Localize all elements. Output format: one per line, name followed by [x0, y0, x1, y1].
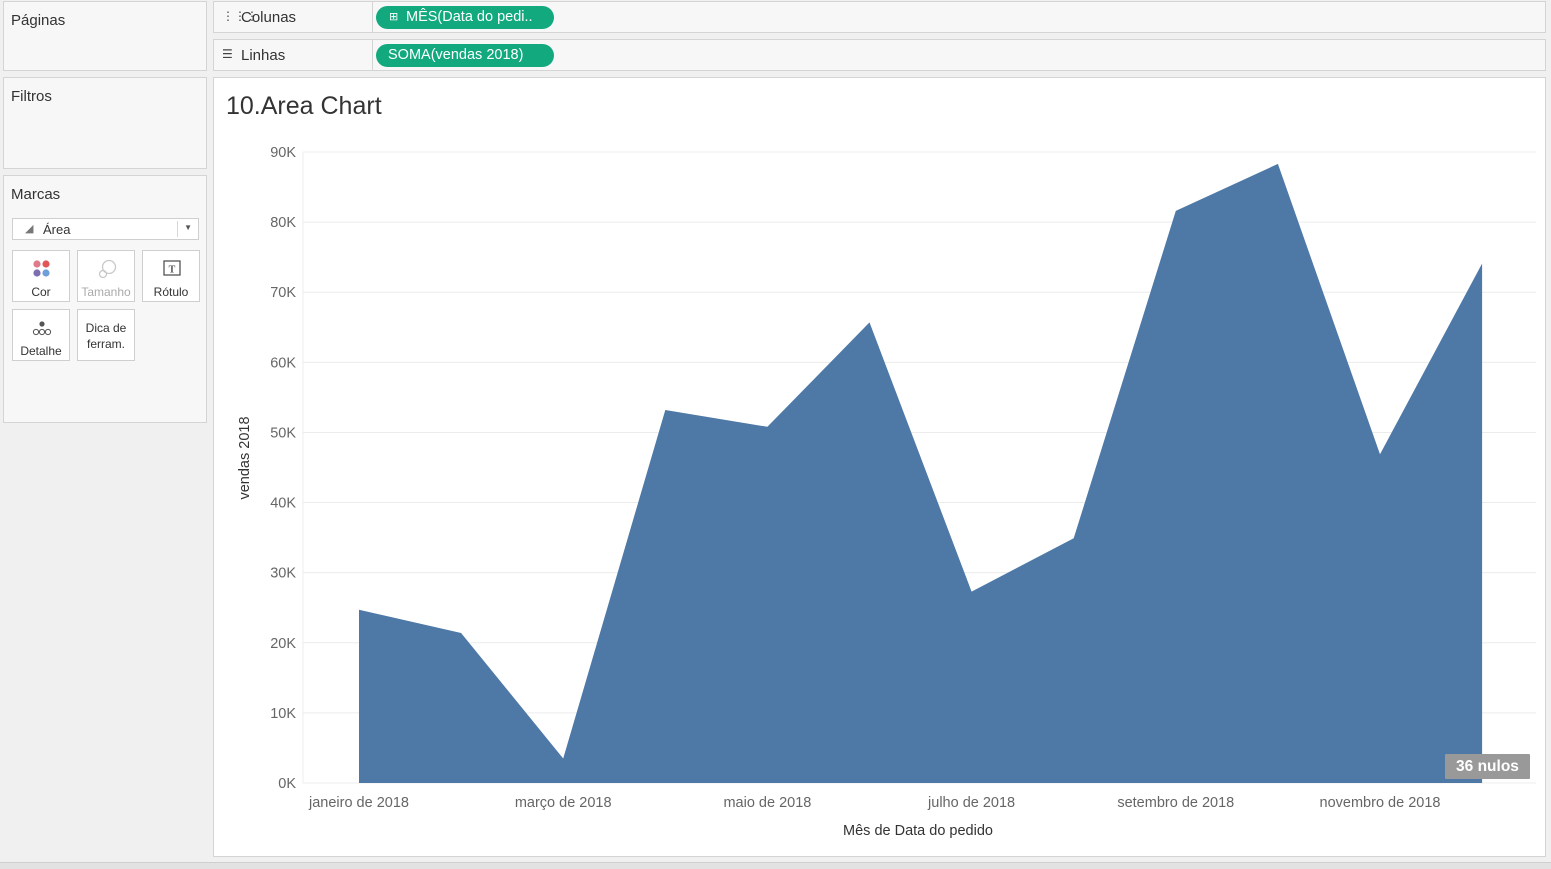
columns-shelf[interactable]: ⋮⋮⋮ Colunas ⊞ MÊS(Data do pedi.. — [213, 1, 1546, 33]
sum-sales-2018-pill[interactable]: SOMA(vendas 2018) — [376, 44, 554, 67]
x-tick-label: março de 2018 — [515, 795, 612, 811]
tooltip-card-label-2: ferram. — [87, 337, 125, 351]
chevron-down-icon: ▼ — [184, 223, 192, 232]
month-order-date-pill-text: MÊS(Data do pedi.. — [406, 9, 533, 25]
area-chart[interactable]: 0K 10K 20K 30K 40K 50K 60K 70K 80K 90K janeiro de … — [214, 78, 1545, 856]
pages-title: Páginas — [11, 12, 65, 29]
y-tick-label: 0K — [278, 776, 296, 792]
size-card[interactable]: Tamanho — [77, 250, 135, 302]
detail-card-label: Detalhe — [13, 344, 69, 358]
marks-title: Marcas — [11, 186, 60, 203]
x-tick-label: setembro de 2018 — [1117, 795, 1234, 811]
mark-type-dropdown[interactable]: ◢ Área ▼ — [12, 218, 199, 240]
expand-plus-icon: ⊞ — [389, 10, 398, 23]
rows-shelf-label: Linhas — [241, 47, 285, 64]
tooltip-card[interactable]: Dica de ferram. — [77, 309, 135, 361]
pages-panel[interactable]: Páginas — [3, 1, 207, 71]
size-icon — [97, 259, 119, 281]
columns-shelf-header: ⋮⋮⋮ Colunas — [214, 2, 373, 32]
y-tick-label: 50K — [270, 425, 296, 441]
x-tick-label: maio de 2018 — [723, 795, 811, 811]
y-tick-label: 90K — [270, 145, 296, 161]
rows-icon: ☰ — [222, 47, 233, 61]
text-label-icon: T — [162, 259, 182, 279]
y-tick-label: 40K — [270, 496, 296, 512]
label-card[interactable]: T Rótulo — [142, 250, 200, 302]
x-tick-label: julho de 2018 — [927, 795, 1015, 811]
label-card-label: Rótulo — [143, 285, 199, 299]
area-chart-icon: ◢ — [25, 222, 33, 235]
y-tick-label: 30K — [270, 566, 296, 582]
svg-text:T: T — [169, 265, 176, 276]
rows-shelf-header: ☰ Linhas — [214, 40, 373, 70]
x-axis-title: Mês de Data do pedido — [843, 823, 993, 839]
size-card-label: Tamanho — [78, 285, 134, 299]
y-tick-label: 70K — [270, 285, 296, 301]
detail-icon — [32, 318, 56, 338]
y-axis-title: vendas 2018 — [237, 416, 253, 499]
detail-card[interactable]: Detalhe — [12, 309, 70, 361]
x-tick-label: novembro de 2018 — [1320, 795, 1441, 811]
sum-sales-2018-pill-text: SOMA(vendas 2018) — [388, 47, 523, 63]
month-order-date-pill[interactable]: ⊞ MÊS(Data do pedi.. — [376, 6, 554, 29]
columns-shelf-label: Colunas — [241, 9, 296, 26]
color-card-label: Cor — [13, 285, 69, 299]
x-tick-label: janeiro de 2018 — [308, 795, 409, 811]
y-tick-label: 60K — [270, 355, 296, 371]
filters-panel[interactable]: Filtros — [3, 77, 207, 169]
marks-panel: Marcas ◢ Área ▼ Cor Tamanho T Rótulo — [3, 175, 207, 423]
y-tick-label: 10K — [270, 706, 296, 722]
area-series — [359, 164, 1482, 783]
y-tick-label: 80K — [270, 215, 296, 231]
tooltip-card-text: Dica de ferram. — [78, 320, 134, 352]
filters-title: Filtros — [11, 88, 52, 105]
y-tick-label: 20K — [270, 636, 296, 652]
nulls-indicator[interactable]: 36 nulos — [1445, 754, 1530, 779]
color-card[interactable]: Cor — [12, 250, 70, 302]
mark-type-value: Área — [43, 222, 70, 237]
color-icon — [32, 259, 52, 279]
dropdown-divider — [177, 221, 178, 237]
tooltip-card-label-1: Dica de — [86, 321, 127, 335]
rows-shelf[interactable]: ☰ Linhas SOMA(vendas 2018) — [213, 39, 1546, 71]
